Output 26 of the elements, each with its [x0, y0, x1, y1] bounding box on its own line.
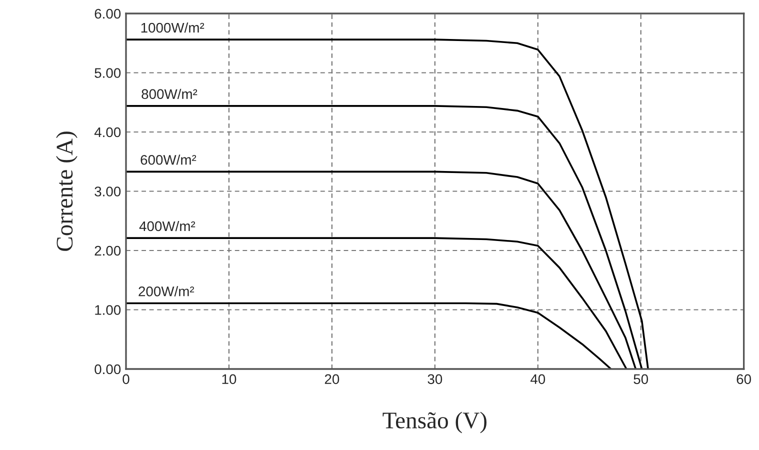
x-tick-label: 30	[428, 374, 442, 384]
x-tick-label: 0	[122, 374, 130, 384]
annotation: 1000W/m²	[141, 22, 204, 33]
line-series	[126, 105, 643, 369]
x-tick-label: 10	[222, 374, 236, 384]
line-series	[126, 38, 649, 369]
annotation: 200W/m²	[138, 286, 194, 296]
x-tick-label: 40	[530, 374, 546, 384]
annotation: 600W/m²	[140, 154, 196, 165]
y-tick-label: 6.00	[94, 8, 121, 19]
x-tick-label: 50	[634, 374, 648, 384]
y-tick-label: 5.00	[94, 68, 121, 78]
line-series	[126, 237, 628, 369]
x-axis-title: Tensão (V)	[382, 412, 486, 434]
y-axis-title: Corrente (A)	[56, 132, 78, 251]
y-tick-label: 3.00	[94, 186, 121, 196]
x-tick-label: 20	[324, 374, 340, 384]
y-tick-label: 2.00	[94, 246, 121, 256]
x-tick-label: 60	[736, 374, 751, 384]
y-tick-label: 4.00	[94, 127, 121, 138]
annotation: 800W/m²	[142, 88, 198, 100]
annotation: 400W/m²	[139, 220, 196, 232]
y-tick-label: 0.00	[94, 364, 121, 374]
y-tick-label: 1.00	[95, 305, 121, 315]
line-series	[126, 302, 612, 369]
line-series	[126, 170, 637, 369]
